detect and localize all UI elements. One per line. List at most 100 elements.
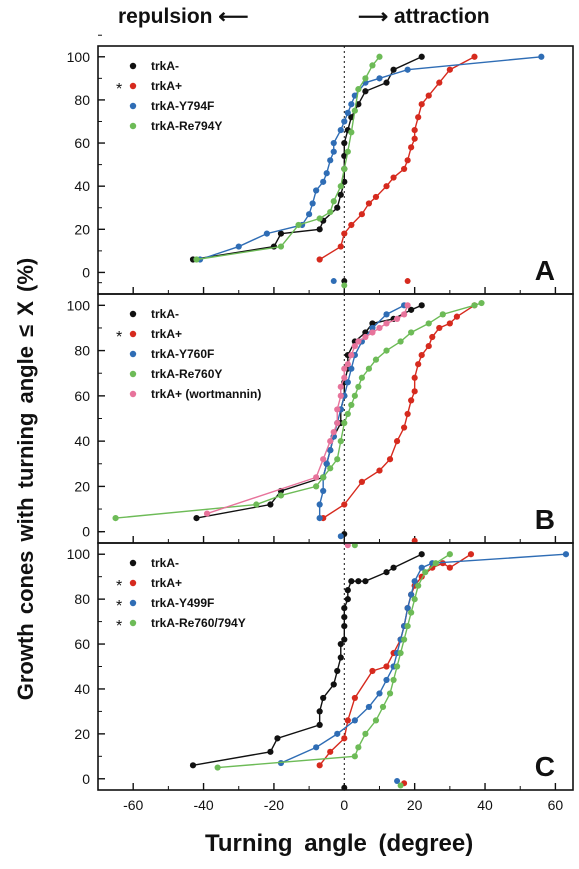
data-point <box>341 365 348 372</box>
data-point <box>316 226 323 233</box>
data-point <box>316 762 323 769</box>
significance-star: * <box>116 578 122 595</box>
data-point <box>446 320 453 327</box>
legend-marker <box>129 122 137 130</box>
data-point <box>341 152 348 160</box>
y-tick-label: 20 <box>74 478 90 494</box>
data-point <box>383 663 390 670</box>
data-point <box>341 605 348 612</box>
data-point <box>267 501 274 508</box>
data-point <box>393 438 401 445</box>
data-point <box>369 667 376 675</box>
data-point <box>383 79 390 86</box>
y-tick-label: 0 <box>82 264 90 280</box>
series-line <box>318 304 405 519</box>
legend-label: trkA+ <box>151 576 182 590</box>
series-trka-y794f <box>196 53 545 285</box>
data-point <box>193 256 200 263</box>
legend-marker <box>129 102 137 110</box>
data-point <box>362 333 369 341</box>
data-point <box>376 467 383 474</box>
y-tick-label: 100 <box>67 297 91 313</box>
y-tick-label: 100 <box>67 49 91 65</box>
data-point <box>432 560 439 567</box>
data-point <box>337 183 344 190</box>
data-point <box>270 243 278 250</box>
data-point <box>401 311 408 318</box>
data-point <box>316 721 323 728</box>
data-point <box>320 178 327 185</box>
data-point <box>193 515 200 522</box>
data-point <box>453 313 460 320</box>
data-point <box>411 135 418 142</box>
legend-label: trkA-Re760Y <box>151 367 222 381</box>
panel-c: 0 20 40 60 80 100 -60 -40 -20 0 20 40 60 trkA-trkA+ * t… <box>67 531 574 813</box>
data-point <box>323 170 330 177</box>
legend-label: trkA-Re794Y <box>151 119 222 133</box>
y-tick-label: 60 <box>74 636 90 652</box>
significance-star: * <box>116 618 122 635</box>
series-trka-re794y <box>193 53 383 289</box>
legend-label: trkA- <box>151 59 179 73</box>
data-point <box>320 487 327 495</box>
data-point <box>313 483 320 490</box>
data-point <box>408 329 415 336</box>
data-point <box>365 200 373 207</box>
data-point <box>415 114 422 121</box>
data-point <box>330 198 337 205</box>
data-point <box>383 183 390 190</box>
data-point <box>408 397 415 404</box>
data-point <box>341 118 348 125</box>
data-point <box>390 174 397 181</box>
x-tick-label: 0 <box>340 797 348 813</box>
data-point <box>411 596 418 603</box>
y-tick-label: 40 <box>74 433 90 449</box>
legend-label: trkA-Y794F <box>151 99 214 113</box>
y-tick-label: 80 <box>74 343 90 359</box>
median-marker <box>330 278 337 285</box>
y-tick-label: 20 <box>74 221 90 237</box>
data-point <box>372 717 380 724</box>
data-point <box>376 75 383 82</box>
data-point <box>362 730 369 737</box>
data-point <box>316 501 323 508</box>
data-point <box>327 465 334 472</box>
data-point <box>408 306 415 313</box>
series-trka- <box>189 551 425 791</box>
data-point <box>401 165 408 173</box>
data-point <box>341 230 348 237</box>
data-point <box>404 302 411 309</box>
data-point <box>341 501 348 508</box>
data-point <box>436 324 443 332</box>
data-point <box>327 157 334 164</box>
data-point <box>351 392 358 399</box>
data-point <box>337 383 344 390</box>
data-point <box>390 676 397 684</box>
data-point <box>383 320 390 327</box>
data-point <box>316 256 323 263</box>
y-tick-label: 40 <box>74 681 90 697</box>
data-point <box>344 596 351 603</box>
data-point <box>429 564 436 571</box>
series-line <box>280 553 567 764</box>
median-marker <box>397 782 404 789</box>
data-point <box>330 681 337 688</box>
data-point <box>355 338 362 345</box>
data-point <box>351 107 358 114</box>
series-line <box>192 553 423 766</box>
data-point <box>203 510 211 517</box>
data-point <box>418 551 425 558</box>
legend-label: trkA- <box>151 307 179 321</box>
data-point <box>327 438 334 445</box>
attraction-header: ⟶ attraction <box>358 4 490 29</box>
y-tick-label: 20 <box>74 726 90 742</box>
data-point <box>411 374 418 381</box>
significance-star: * <box>116 598 122 615</box>
x-tick-label: -60 <box>123 797 143 813</box>
data-point <box>344 379 351 386</box>
data-point <box>341 139 348 147</box>
data-point <box>365 703 373 711</box>
data-point <box>393 663 401 670</box>
repulsion-label: repulsion <box>118 5 213 28</box>
data-point <box>408 609 415 616</box>
